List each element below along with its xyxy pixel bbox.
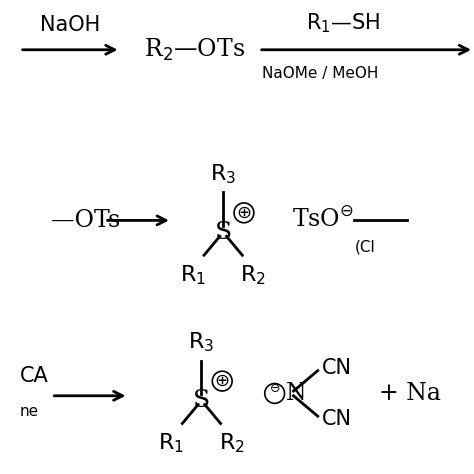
Text: S: S <box>193 389 210 412</box>
Text: R$_1$—SH: R$_1$—SH <box>307 11 381 35</box>
Text: NaOH: NaOH <box>40 15 100 35</box>
Text: N: N <box>285 382 306 405</box>
Text: R$_1$: R$_1$ <box>180 264 206 287</box>
Text: R$_2$—OTs: R$_2$—OTs <box>144 36 245 63</box>
Text: + Na: + Na <box>379 382 441 405</box>
Text: R$_2$: R$_2$ <box>240 264 266 287</box>
Text: TsO$^{\ominus}$: TsO$^{\ominus}$ <box>292 206 353 230</box>
Text: ne: ne <box>20 404 39 419</box>
Text: $^{\ominus}$: $^{\ominus}$ <box>269 384 281 402</box>
Text: R$_1$: R$_1$ <box>158 432 184 456</box>
Text: (Cl: (Cl <box>355 239 375 255</box>
Text: CA: CA <box>20 366 48 386</box>
Text: NaOMe / MeOH: NaOMe / MeOH <box>262 66 378 82</box>
Text: R$_3$: R$_3$ <box>188 331 215 355</box>
Text: CN: CN <box>322 358 352 378</box>
Text: —OTs: —OTs <box>51 209 120 232</box>
Text: S: S <box>215 221 232 244</box>
Text: R$_3$: R$_3$ <box>210 163 236 186</box>
Text: $\oplus$: $\oplus$ <box>214 372 230 390</box>
Text: $\oplus$: $\oplus$ <box>236 204 252 222</box>
Text: R$_2$: R$_2$ <box>219 432 245 456</box>
Text: CN: CN <box>322 409 352 428</box>
